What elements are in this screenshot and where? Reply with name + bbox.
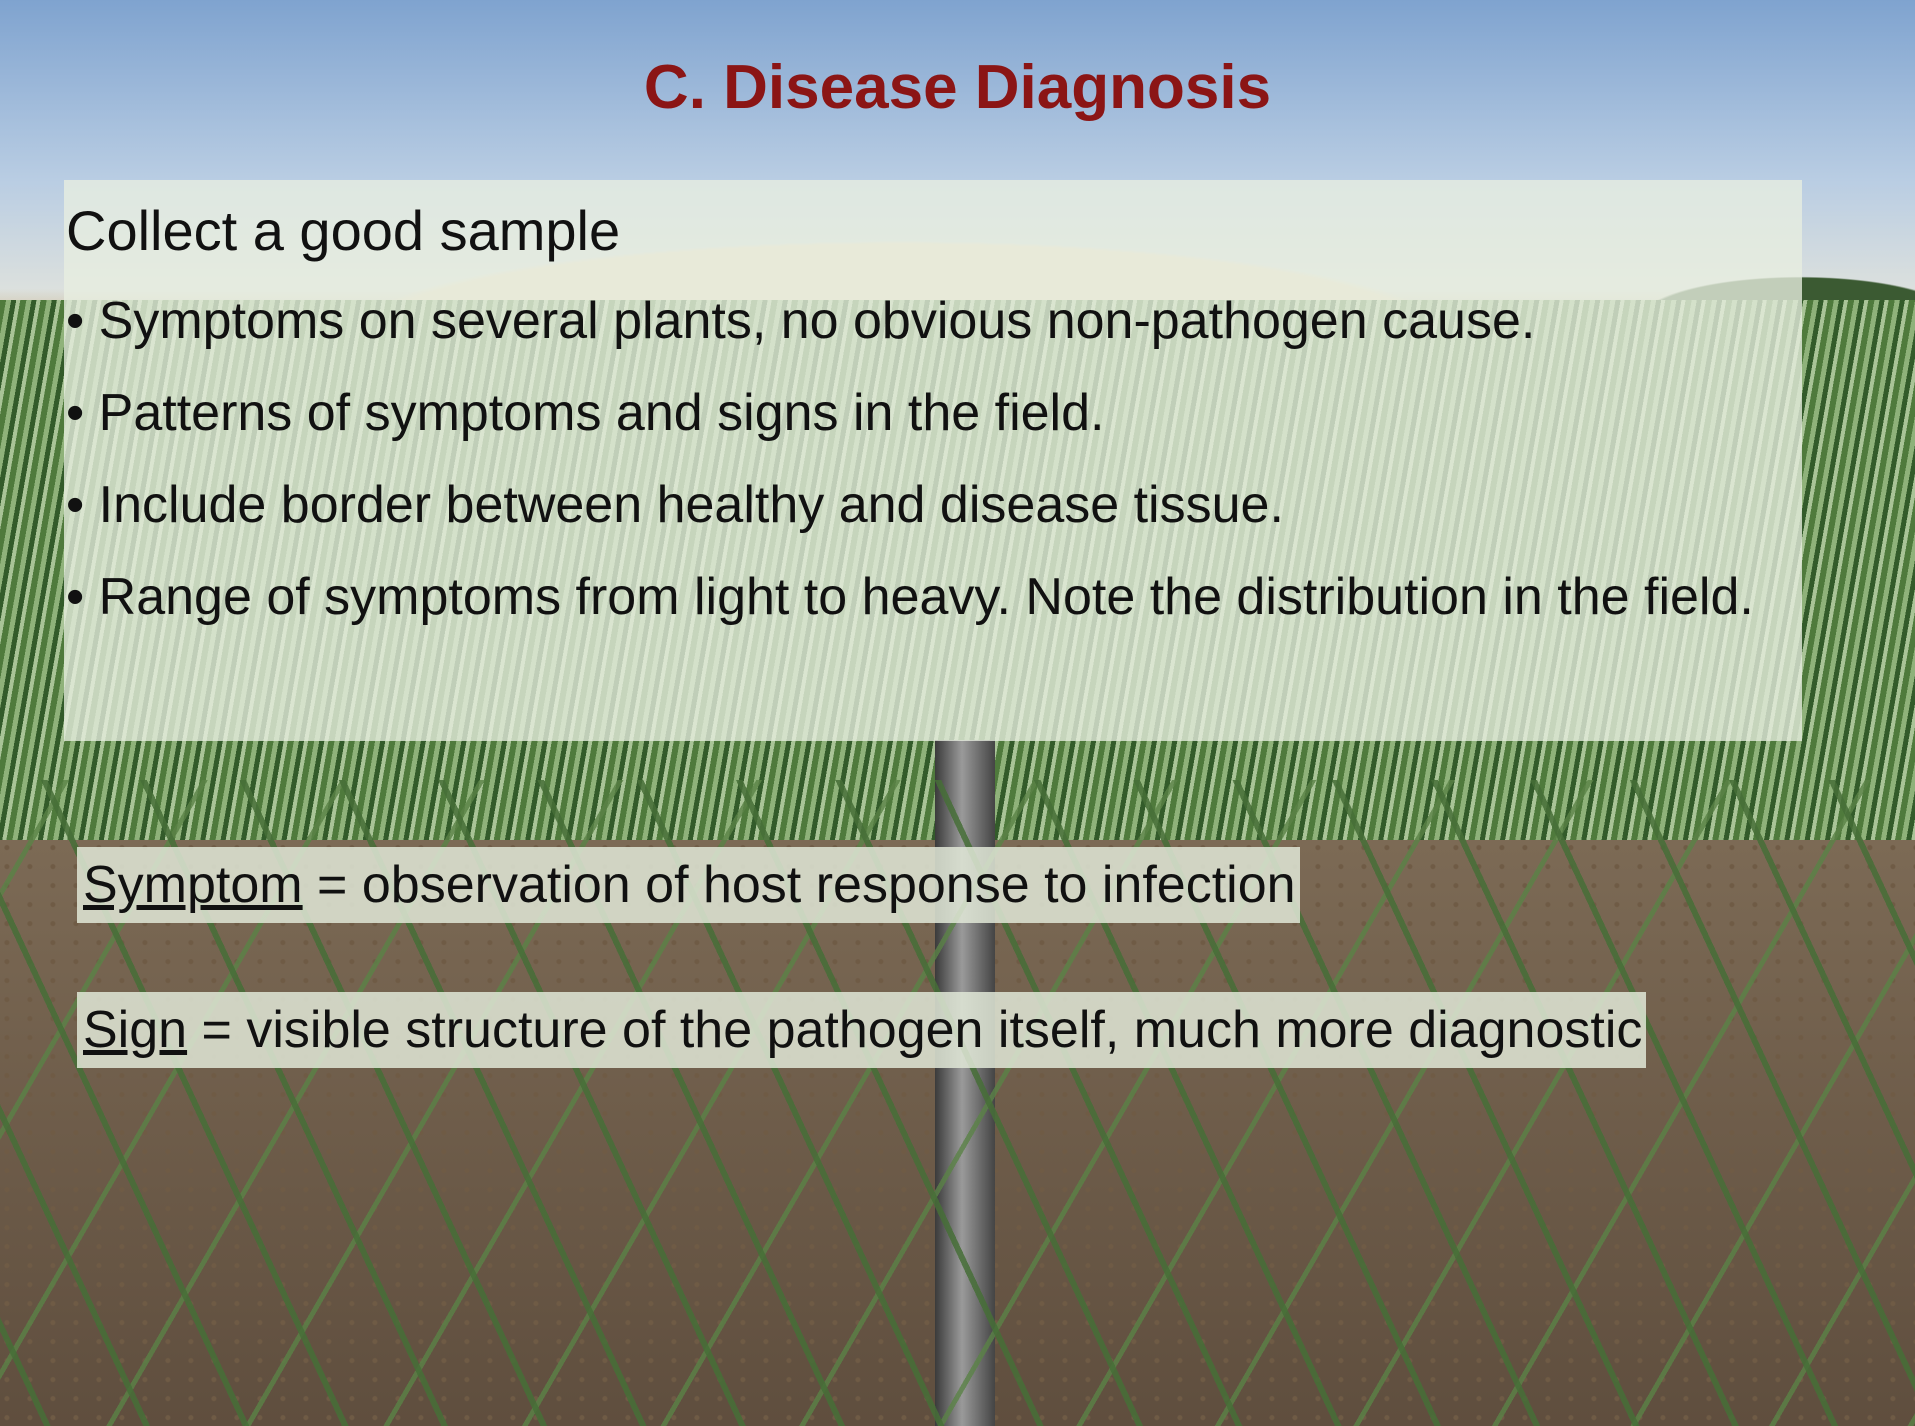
definition-term: Symptom [83, 856, 303, 914]
bullet-list: • Symptoms on several plants, no obvious… [66, 284, 1802, 634]
definition-term: Sign [83, 1001, 187, 1059]
definition: Sign = visible structure of the pathogen… [77, 992, 1646, 1068]
box-heading: Collect a good sample [66, 194, 1802, 268]
definition-text: = observation of host response to infect… [303, 856, 1296, 914]
bullet-item: • Patterns of symptoms and signs in the … [66, 376, 1802, 450]
definition: Symptom = observation of host response t… [77, 847, 1300, 923]
definition-text: = visible structure of the pathogen itse… [187, 1001, 1642, 1059]
sample-box: Collect a good sample • Symptoms on seve… [64, 180, 1802, 741]
bullet-item: • Include border between healthy and dis… [66, 468, 1802, 542]
slide-title: C. Disease Diagnosis [0, 52, 1915, 123]
slide: C. Disease Diagnosis Collect a good samp… [0, 0, 1915, 1426]
bullet-item: • Range of symptoms from light to heavy.… [66, 560, 1802, 634]
bullet-item: • Symptoms on several plants, no obvious… [66, 284, 1802, 358]
